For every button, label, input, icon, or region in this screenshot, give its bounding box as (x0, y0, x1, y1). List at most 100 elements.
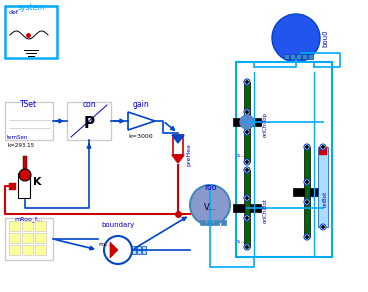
Text: con: con (82, 100, 96, 109)
Text: oriChiBot: oriChiBot (263, 198, 268, 223)
Circle shape (272, 14, 320, 62)
Text: s...: s... (308, 194, 316, 199)
Bar (9, 245, 20, 255)
Bar (250, 118, 261, 126)
Bar (302, 54, 307, 59)
Text: mᵢ...: mᵢ... (98, 242, 111, 247)
Circle shape (306, 201, 308, 203)
Bar (18, 173, 30, 198)
Text: bou0: bou0 (322, 29, 328, 47)
Bar (67, 102, 111, 140)
Bar (207, 220, 212, 225)
Circle shape (304, 234, 310, 240)
Bar (233, 118, 244, 126)
Circle shape (246, 197, 248, 199)
Bar (5, 102, 53, 140)
Circle shape (246, 161, 248, 163)
Circle shape (304, 199, 310, 205)
Text: def: def (9, 10, 19, 15)
Bar (233, 204, 244, 212)
Circle shape (244, 244, 250, 250)
Polygon shape (110, 242, 118, 258)
Bar (9, 183, 16, 190)
Bar (296, 54, 301, 59)
Circle shape (320, 144, 326, 150)
Bar (132, 246, 136, 254)
Bar (244, 170, 250, 247)
Circle shape (244, 167, 250, 173)
Circle shape (104, 236, 132, 264)
Circle shape (19, 169, 31, 181)
Text: temSen: temSen (7, 135, 28, 140)
Bar (319, 147, 327, 155)
Polygon shape (172, 155, 184, 163)
Circle shape (190, 185, 230, 225)
Bar (5, 6, 57, 58)
Circle shape (244, 195, 250, 201)
Text: boundary: boundary (101, 222, 135, 228)
Bar (304, 147, 310, 237)
Circle shape (246, 81, 248, 83)
Text: k=293.15: k=293.15 (7, 143, 34, 148)
Bar (22, 233, 33, 243)
Bar (318, 147, 328, 227)
Bar (23, 156, 27, 178)
Circle shape (244, 79, 250, 85)
Polygon shape (172, 135, 184, 143)
Text: k=3000: k=3000 (129, 134, 153, 139)
Circle shape (244, 109, 250, 115)
Circle shape (306, 146, 308, 148)
Text: s...: s... (237, 239, 245, 244)
Bar (22, 245, 33, 255)
Circle shape (306, 236, 308, 238)
Circle shape (240, 115, 254, 129)
Bar (244, 82, 250, 162)
Text: TSet: TSet (21, 100, 38, 109)
Bar (200, 220, 205, 225)
Bar (221, 220, 226, 225)
Text: P: P (84, 116, 95, 131)
Bar (22, 221, 33, 231)
Circle shape (304, 144, 310, 150)
Circle shape (322, 226, 324, 228)
Bar (35, 245, 46, 255)
Text: V...: V... (204, 202, 216, 211)
Circle shape (246, 169, 248, 171)
Bar (137, 246, 141, 254)
Circle shape (306, 181, 308, 183)
Bar (5, 218, 53, 260)
Polygon shape (128, 112, 155, 130)
Bar (290, 54, 295, 59)
Circle shape (244, 159, 250, 165)
Text: system: system (17, 3, 45, 12)
Bar (308, 54, 313, 59)
Text: oriChiTop: oriChiTop (263, 112, 268, 137)
Text: mRoo_f...: mRoo_f... (15, 216, 43, 222)
Bar (284, 54, 289, 59)
Circle shape (320, 224, 326, 230)
Text: K: K (33, 177, 42, 187)
Circle shape (246, 131, 248, 133)
Bar (293, 188, 304, 196)
Bar (250, 204, 261, 212)
Text: preHea: preHea (186, 144, 191, 166)
Bar (35, 221, 46, 231)
Text: s...: s... (237, 153, 245, 158)
Bar (142, 246, 146, 254)
Circle shape (246, 246, 248, 248)
Text: gain: gain (132, 100, 149, 109)
Bar (173, 135, 183, 155)
Circle shape (244, 215, 250, 221)
Circle shape (246, 217, 248, 219)
Bar (9, 233, 20, 243)
Circle shape (246, 111, 248, 113)
Bar (9, 221, 20, 231)
Circle shape (322, 146, 324, 148)
Bar (35, 233, 46, 243)
Text: roo: roo (204, 183, 216, 192)
Bar (236, 62, 332, 257)
Circle shape (304, 179, 310, 185)
Bar (310, 188, 321, 196)
Text: oriBot: oriBot (323, 191, 328, 207)
Bar (214, 220, 219, 225)
